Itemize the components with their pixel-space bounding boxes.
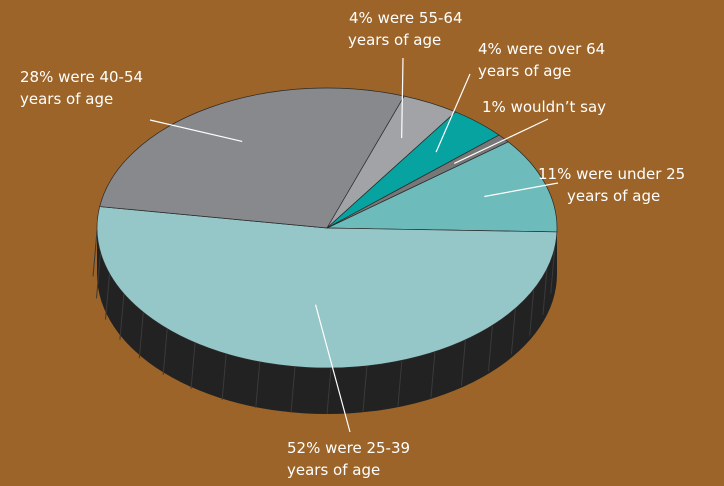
pie-slice-wouldn-t-say	[326, 134, 509, 229]
leader-line	[314, 304, 351, 433]
leader-line	[149, 119, 243, 143]
leader-line	[435, 73, 471, 153]
pie-side-rib	[529, 289, 535, 336]
label-under-25: 11% were under 25 years of age	[538, 165, 686, 205]
leader-line	[484, 182, 559, 198]
label-55-64: 4% were 55-64 years of age	[348, 9, 463, 49]
pie-side-rib	[460, 339, 466, 386]
pie-side-rib	[119, 293, 125, 340]
pie-side-rib	[105, 273, 111, 320]
pie-side-rib	[92, 230, 98, 277]
pie-side-rib	[326, 367, 332, 415]
pie-slice-under-25	[326, 141, 558, 233]
label-40-54: 28% were 40-54 years of age	[20, 68, 144, 108]
pie-side-rib	[487, 325, 493, 372]
label-25-39: 52% were 25-39 years of age	[287, 439, 411, 479]
pie-side-rib	[290, 366, 296, 413]
pie-side-rib	[162, 328, 168, 375]
leader-lines	[149, 57, 559, 433]
pie-side-rib	[397, 360, 403, 407]
pie-slice-25-39	[96, 206, 558, 369]
pie-side-rib	[430, 351, 436, 398]
pie-side-rib	[95, 252, 101, 299]
pie-side-rib	[138, 312, 144, 359]
pie-side-rib	[542, 268, 548, 315]
pie-side-rib	[362, 365, 368, 412]
label-wouldnt-say: 1% wouldn’t say	[482, 98, 607, 116]
pie-side-rib	[255, 361, 261, 408]
pie-side-wall	[97, 228, 557, 414]
pie-slice-40-54	[99, 87, 405, 229]
pie-side-rib	[190, 342, 196, 389]
pie-side	[92, 228, 557, 415]
pie-side-rib	[550, 247, 556, 294]
leader-line	[401, 57, 404, 139]
pie-side-rib	[221, 353, 227, 400]
label-over-64: 4% were over 64 years of age	[478, 40, 606, 80]
leader-line	[453, 118, 549, 165]
pie-top	[96, 87, 558, 369]
pie-side-rib	[510, 308, 516, 355]
